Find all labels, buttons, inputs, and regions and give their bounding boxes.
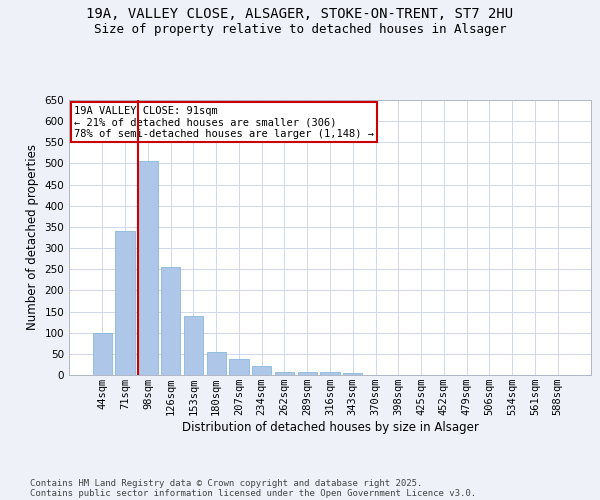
X-axis label: Distribution of detached houses by size in Alsager: Distribution of detached houses by size … (182, 421, 478, 434)
Text: Contains public sector information licensed under the Open Government Licence v3: Contains public sector information licen… (30, 488, 476, 498)
Bar (161, 267, 181, 375)
Bar (343, 374, 362, 375)
Bar (206, 352, 226, 375)
Bar (275, 372, 294, 375)
Bar (229, 359, 248, 375)
Bar (252, 366, 271, 375)
Y-axis label: Number of detached properties: Number of detached properties (26, 144, 39, 330)
Text: 19A VALLEY CLOSE: 91sqm
← 21% of detached houses are smaller (306)
78% of semi-d: 19A VALLEY CLOSE: 91sqm ← 21% of detache… (74, 106, 374, 138)
Bar (320, 372, 340, 375)
Bar (138, 162, 158, 375)
Text: 19A, VALLEY CLOSE, ALSAGER, STOKE-ON-TRENT, ST7 2HU: 19A, VALLEY CLOSE, ALSAGER, STOKE-ON-TRE… (86, 8, 514, 22)
Text: Contains HM Land Registry data © Crown copyright and database right 2025.: Contains HM Land Registry data © Crown c… (30, 478, 422, 488)
Text: Size of property relative to detached houses in Alsager: Size of property relative to detached ho… (94, 22, 506, 36)
Bar (298, 372, 317, 375)
Bar (115, 231, 135, 375)
Bar (93, 332, 112, 375)
Bar (184, 316, 203, 375)
